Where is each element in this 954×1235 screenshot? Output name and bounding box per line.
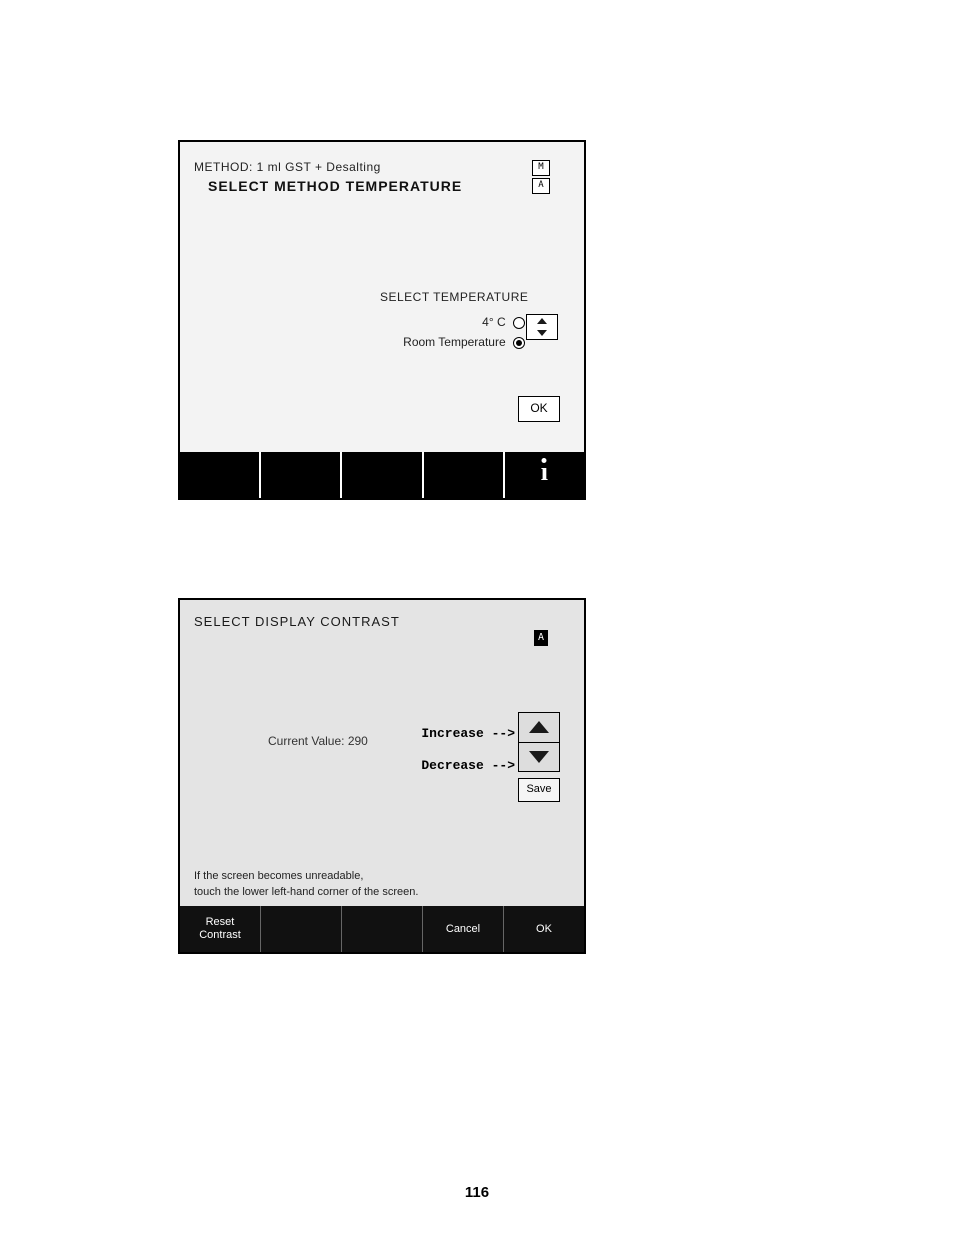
arrow-up-icon[interactable] xyxy=(527,315,557,327)
screen2-title: SELECT DISPLAY CONTRAST xyxy=(194,614,400,629)
help-line-2: touch the lower left-hand corner of the … xyxy=(194,884,418,900)
page-number: 116 xyxy=(0,1184,954,1201)
footer2-cell-2[interactable] xyxy=(261,906,342,952)
option-4c[interactable]: 4° C xyxy=(380,312,525,332)
section-label: SELECT TEMPERATURE xyxy=(380,290,528,304)
increase-button[interactable] xyxy=(519,713,559,743)
footer-cell-4[interactable] xyxy=(424,452,505,498)
screen2-footer: ResetContrast Cancel OK xyxy=(180,906,584,952)
document-page: METHOD: 1 ml GST + Desalting SELECT METH… xyxy=(0,0,954,1235)
ok-button-2[interactable]: OK xyxy=(504,906,584,952)
footer2-cell-3[interactable] xyxy=(342,906,423,952)
footer-cell-1[interactable] xyxy=(180,452,261,498)
ok-button[interactable]: OK xyxy=(518,396,560,422)
reset-contrast-button[interactable]: ResetContrast xyxy=(180,906,261,952)
footer-cell-2[interactable] xyxy=(261,452,342,498)
footer-cell-3[interactable] xyxy=(342,452,423,498)
radio-icon xyxy=(513,317,525,329)
reset-contrast-label: ResetContrast xyxy=(199,916,241,942)
arrow-down-icon[interactable] xyxy=(527,327,557,339)
screen-select-method-temperature: METHOD: 1 ml GST + Desalting SELECT METH… xyxy=(178,140,586,500)
decrease-button[interactable] xyxy=(519,743,559,772)
help-line-1: If the screen becomes unreadable, xyxy=(194,868,418,884)
screen1-footer: ı xyxy=(180,452,584,498)
arrow-down-icon xyxy=(527,749,551,765)
increase-label: Increase --> xyxy=(405,718,515,750)
method-line: METHOD: 1 ml GST + Desalting xyxy=(194,160,381,174)
radio-checked-icon xyxy=(513,337,525,349)
option-room-temp-label: Room Temperature xyxy=(403,335,506,349)
status-icon-a-2: A xyxy=(534,630,548,646)
temperature-options: 4° C Room Temperature xyxy=(380,312,525,352)
temperature-stepper[interactable] xyxy=(526,314,558,340)
screen1-title: SELECT METHOD TEMPERATURE xyxy=(208,178,462,194)
save-button[interactable]: Save xyxy=(518,778,560,802)
ok-label-2: OK xyxy=(536,923,552,936)
arrow-up-icon xyxy=(527,719,551,735)
footer-info-button[interactable]: ı xyxy=(505,452,584,498)
current-value-label: Current Value: xyxy=(268,734,344,748)
option-4c-label: 4° C xyxy=(482,315,505,329)
contrast-stepper[interactable] xyxy=(518,712,560,772)
help-text: If the screen becomes unreadable, touch … xyxy=(194,868,418,900)
info-icon: ı xyxy=(505,452,584,492)
stepper-labels: Increase --> Decrease --> xyxy=(405,718,515,782)
status-icons: M A xyxy=(532,160,548,196)
current-value: 290 xyxy=(348,734,368,748)
status-icon-a: A xyxy=(532,178,550,194)
option-room-temp[interactable]: Room Temperature xyxy=(380,332,525,352)
decrease-label: Decrease --> xyxy=(405,750,515,782)
current-value-readout: Current Value: 290 xyxy=(268,734,368,748)
cancel-label: Cancel xyxy=(446,923,480,936)
screen-select-display-contrast: SELECT DISPLAY CONTRAST A Current Value:… xyxy=(178,598,586,954)
cancel-button[interactable]: Cancel xyxy=(423,906,504,952)
status-icon-m: M xyxy=(532,160,550,176)
